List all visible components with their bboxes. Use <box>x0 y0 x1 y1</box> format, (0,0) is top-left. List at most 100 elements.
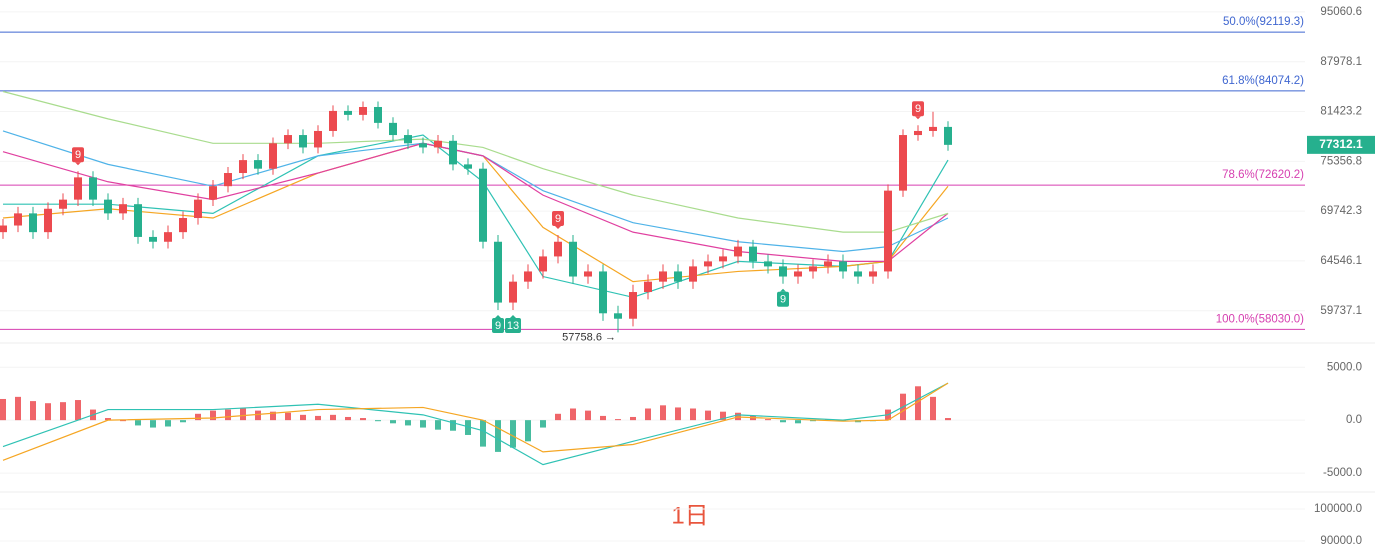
fib-label: 78.6%(72620.2) <box>1222 169 1304 181</box>
macd-bar <box>240 408 246 421</box>
macd-bar <box>285 412 291 421</box>
candle-body <box>269 143 277 169</box>
candle-body <box>284 135 292 144</box>
marker-pointer <box>555 226 561 230</box>
candle-body <box>899 135 907 191</box>
marker-label: 9 <box>915 103 921 115</box>
y-tick-label: 64546.1 <box>1320 255 1362 267</box>
candle-body <box>569 241 577 277</box>
candle-body <box>719 256 727 262</box>
macd-bar <box>150 420 156 428</box>
macd-bar <box>270 411 276 421</box>
candle-body <box>644 281 652 293</box>
y-tick-label: 75356.8 <box>1320 155 1362 167</box>
macd-bar <box>0 398 6 421</box>
macd-bar <box>255 410 261 421</box>
candle-body <box>29 213 37 233</box>
macd-bar <box>780 420 786 423</box>
candle-body <box>809 266 817 272</box>
marker-pointer <box>510 315 516 319</box>
macd-bar <box>480 420 486 447</box>
marker-pointer <box>915 116 921 120</box>
candle-body <box>794 271 802 277</box>
candle-body <box>329 110 337 131</box>
marker-label: 9 <box>75 149 81 161</box>
candle-body <box>449 140 457 165</box>
candle-body <box>749 246 757 262</box>
candle-body <box>779 266 787 277</box>
candle-body <box>599 271 607 314</box>
candle-body <box>494 241 502 303</box>
sequence-marker <box>492 318 504 334</box>
macd-bar <box>630 416 636 421</box>
marker-pointer <box>780 288 786 292</box>
candle-body <box>224 173 232 187</box>
candle-body <box>404 135 412 144</box>
candle-body <box>944 126 952 145</box>
candle-body <box>89 177 97 200</box>
macd-bar <box>345 416 351 421</box>
candle-body <box>659 271 667 282</box>
low-annotation: 57758.6 → <box>562 331 616 343</box>
candle-body <box>479 168 487 242</box>
macd-bar <box>210 410 216 421</box>
y-tick-label: 100000.0 <box>1314 503 1362 515</box>
candle-body <box>914 130 922 136</box>
y-tick-label: 59737.1 <box>1320 305 1362 317</box>
macd-bar <box>135 420 141 426</box>
indicator-line <box>2 90 949 233</box>
candle-body <box>314 130 322 148</box>
candle-body <box>674 271 682 282</box>
candle-body <box>209 186 217 200</box>
macd-bar <box>165 420 171 427</box>
candle-body <box>524 271 532 282</box>
macd-bar <box>615 419 621 421</box>
macd-bar <box>45 403 51 421</box>
macd-bar <box>795 420 801 424</box>
macd-bar <box>675 407 681 421</box>
period-label: 1日 <box>671 502 708 529</box>
macd-bar <box>180 420 186 423</box>
macd-bar <box>225 409 231 421</box>
indicator-line <box>2 130 949 253</box>
macd-bar <box>465 420 471 435</box>
macd-bar <box>915 386 921 421</box>
macd-bar <box>765 419 771 421</box>
macd-bar <box>510 420 516 448</box>
candle-body <box>0 225 7 233</box>
candle-body <box>509 281 517 303</box>
macd-bar <box>330 414 336 421</box>
y-tick-label: 81423.2 <box>1320 106 1362 118</box>
last-price: 77312.1 <box>1319 137 1363 151</box>
marker-pointer <box>495 315 501 319</box>
candle-body <box>824 261 832 267</box>
macd-bar <box>195 413 201 421</box>
candle-body <box>164 232 172 242</box>
macd-bar <box>120 420 126 422</box>
candle-body <box>704 261 712 267</box>
candle-body <box>254 160 262 169</box>
fib-label: 100.0%(58030.0) <box>1216 313 1304 325</box>
macd-bar <box>540 420 546 428</box>
macd-bar <box>360 418 366 421</box>
macd-bar <box>375 420 381 422</box>
macd-bar <box>585 410 591 421</box>
fib-label: 61.8%(84074.2) <box>1222 75 1304 87</box>
candle-body <box>689 266 697 282</box>
candle-body <box>614 313 622 319</box>
y-tick-label: 95060.6 <box>1320 6 1362 18</box>
macd-bar <box>600 415 606 421</box>
macd-bar <box>645 408 651 421</box>
y-tick-label: 69742.3 <box>1320 205 1362 217</box>
macd-bar <box>555 413 561 421</box>
candle-body <box>869 271 877 277</box>
candle-body <box>134 204 142 237</box>
candle-body <box>359 106 367 115</box>
candle-body <box>839 261 847 272</box>
candle-body <box>854 271 862 277</box>
macd-bar <box>15 396 21 421</box>
indicator-line <box>2 382 949 466</box>
macd-bar <box>570 408 576 421</box>
candle-body <box>239 160 247 174</box>
